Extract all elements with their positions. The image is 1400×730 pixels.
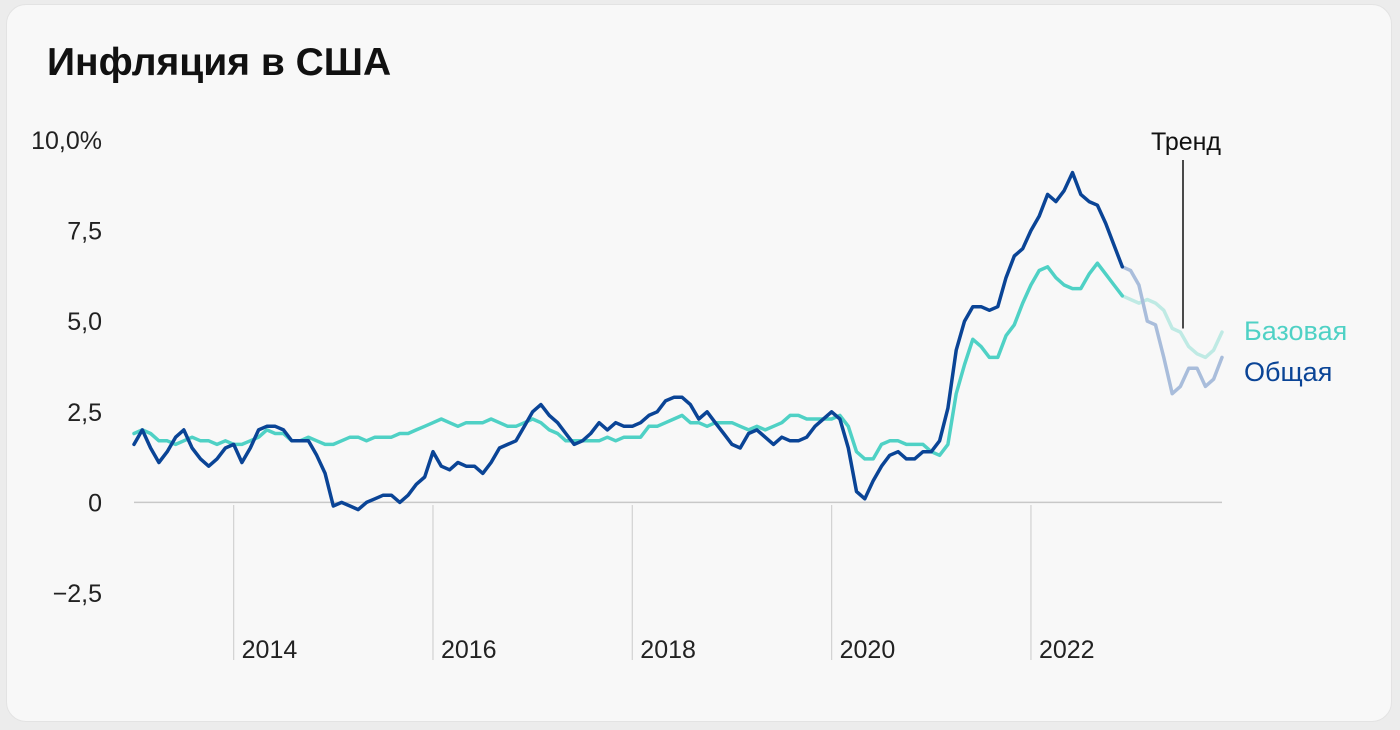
y-tick-label: −2,5 — [53, 580, 102, 608]
y-tick-label: 10,0% — [31, 127, 102, 155]
chart-title: Инфляция в США — [47, 41, 392, 84]
series-line-trend-base — [1120, 294, 1224, 360]
y-tick-label: 7,5 — [67, 218, 102, 246]
legend-label-base: Базовая — [1244, 316, 1347, 346]
x-tick-label-2018: 2018 — [640, 636, 696, 664]
trend-annotation-label: Тренд — [1151, 128, 1221, 156]
y-tick-label: 2,5 — [67, 399, 102, 427]
chart-card: Инфляция в США — [6, 4, 1392, 722]
x-tick-label-2014: 2014 — [242, 636, 298, 664]
legend-label-total: Общая — [1244, 357, 1332, 387]
x-tick-label-2022: 2022 — [1039, 636, 1095, 664]
series-line-trend-total — [1120, 265, 1224, 396]
y-tick-label: 5,0 — [67, 308, 102, 336]
y-tick-label: 0 — [88, 489, 102, 517]
x-tick-label-2016: 2016 — [441, 636, 497, 664]
series-line-total — [132, 170, 1125, 512]
x-tick-label-2020: 2020 — [840, 636, 896, 664]
